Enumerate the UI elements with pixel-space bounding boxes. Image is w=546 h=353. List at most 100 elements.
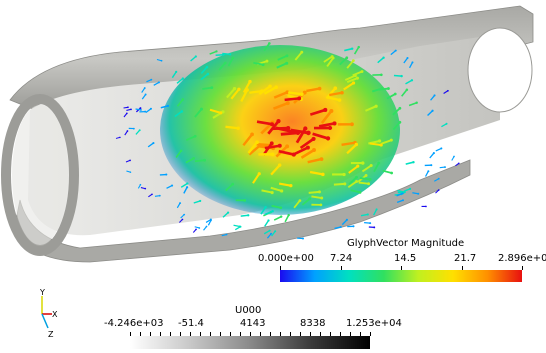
vector-glyph-head [152,142,155,145]
vector-glyph-head [144,93,147,96]
colorbar-tick [300,332,301,336]
vector-glyph [225,183,234,192]
vector-glyph [275,126,293,133]
glyph-legend-label: 21.7 [454,253,477,264]
vector-glyph [256,120,273,126]
vector-glyph-head [277,163,282,167]
vector-glyph-head [355,175,358,179]
vector-glyph-head [277,143,282,148]
vector-glyph-head [303,126,308,131]
vector-glyph-head [367,182,371,186]
vector-glyph-head [355,180,359,183]
glyph-legend-title: GlyphVector Magnitude [347,238,465,249]
vector-glyph [190,55,197,62]
vector-glyph [320,110,333,124]
vector-glyph-head [377,161,381,165]
vector-glyph [341,141,356,146]
vector-glyph-head [398,106,402,110]
vector-glyph-head [160,59,163,62]
vector-glyph [185,135,196,141]
colorbar-tick [180,332,181,336]
vector-glyph-head [223,61,227,65]
vector-glyph-head [127,106,129,109]
colorbar-tick [360,332,361,336]
vector-glyph-head [351,59,355,63]
vector-glyph [256,142,272,147]
vector-glyph [277,54,288,61]
colorbar-tick [240,332,241,336]
vector-glyph-head [390,171,394,175]
vector-glyph [352,70,363,77]
colorbar-tick [210,332,211,336]
vector-glyph [225,125,239,130]
vector-glyph-head [375,208,378,211]
vector-glyph [174,110,183,118]
vector-glyph-head [444,166,446,169]
vector-glyph-head [271,209,274,213]
vector-glyph [429,152,435,159]
vector-glyph [301,198,311,206]
glyph-legend-label: 2.896e+01 [498,253,546,264]
vector-glyph [343,82,355,91]
vector-glyph [252,173,261,184]
vector-glyph-head [180,110,184,113]
vector-glyph-head [412,160,415,164]
vector-glyph-head [332,121,337,126]
vector-glyph-head [317,190,321,194]
vector-glyph-head [355,76,360,80]
vector-glyph-head [340,91,344,95]
vector-glyph [295,127,307,144]
vector-glyph [176,98,184,107]
vector-glyph-head [264,205,267,209]
vector-glyph-head [243,199,247,202]
vector-glyph-head [361,161,365,165]
vector-glyph-head [312,148,316,152]
vector-glyph [264,220,270,227]
vector-glyph [276,62,288,69]
colorbar-tick [320,332,321,336]
vector-glyph-head [130,108,132,111]
vector-glyph-head [327,125,333,131]
colorbar-tick [401,266,402,270]
vector-glyph-head [195,228,197,231]
vector-glyph-head [166,104,170,108]
vector-glyph [309,170,324,176]
colorbar-tick [150,332,151,336]
vector-glyph [271,204,281,209]
u-legend-title: U000 [235,305,262,316]
u-colorbar [130,336,370,349]
vector-glyph-head [150,78,153,81]
vector-glyph-head [129,171,132,173]
vector-glyph-head [339,225,342,229]
vector-glyph-head [226,211,230,214]
vector-glyph-head [285,101,290,106]
vector-glyph-head [354,142,359,147]
vector-glyph [318,122,335,128]
vector-glyph-head [228,53,232,56]
vector-glyph-head [368,177,372,181]
vector-glyph [326,57,334,67]
vector-glyph-head [270,122,275,127]
vector-glyph [194,159,205,163]
vector-glyph [242,133,254,146]
vector-glyph [222,212,229,218]
vector-glyph [278,182,292,187]
vector-glyph-head [200,107,203,111]
colorbar-tick [522,266,523,270]
vector-glyph-head [321,172,325,177]
vector-glyph-head [387,87,390,90]
orientation-axes: Y X Z [39,288,58,339]
vector-glyph-head [193,134,197,138]
vector-glyph-head [319,203,323,207]
vector-glyph-head [358,190,362,194]
vector-glyph [408,102,417,107]
vector-glyph [202,86,212,90]
vector-glyph [273,215,282,221]
vector-glyph [260,206,267,215]
vector-glyph-head [157,81,160,84]
colorbar-tick [160,332,161,336]
vector-glyph [401,89,408,97]
vector-glyph-head [305,145,310,150]
vector-glyph [359,177,371,181]
